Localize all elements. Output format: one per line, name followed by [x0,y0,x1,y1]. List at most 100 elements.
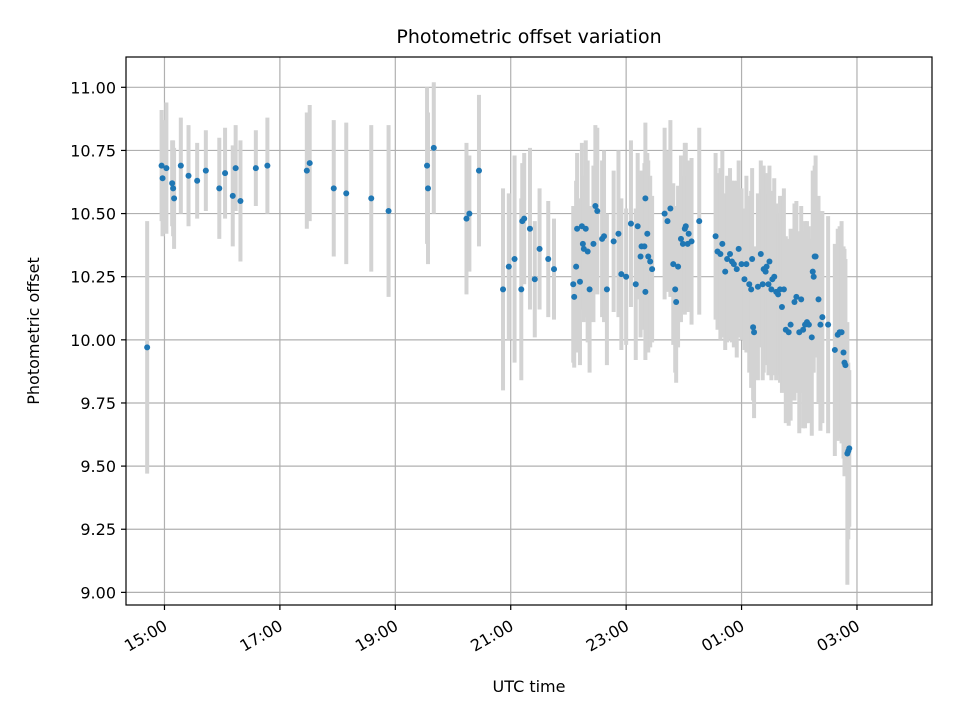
data-point [719,240,726,247]
data-point [641,243,648,250]
data-point [785,329,792,336]
data-point [571,293,578,300]
x-axis-label: UTC time [493,677,566,696]
y-tick-label: 10.25 [70,268,116,287]
data-point [237,197,244,204]
y-tick-label: 10.50 [70,205,116,224]
y-tick-label: 10.00 [70,331,116,350]
data-point [536,245,543,252]
data-point [632,281,639,288]
data-point [159,175,166,182]
data-point [594,208,601,215]
data-point [688,238,695,245]
data-point [677,235,684,242]
data-point [746,281,753,288]
data-point [793,293,800,300]
data-point [672,286,679,293]
data-point [842,362,849,369]
data-point [766,258,773,265]
data-point [730,261,737,268]
data-point [775,291,782,298]
data-point [754,283,761,290]
data-point [738,261,745,268]
data-point [545,256,552,263]
data-point [601,233,608,240]
data-point [722,268,729,275]
data-point [185,172,192,179]
y-axis-ticks: 9.00 9.25 9.50 9.75 10.00 10.25 10.50 10.75 11.0… [70,78,126,602]
data-point [303,167,310,174]
data-point [424,162,431,169]
data-point [623,273,630,280]
data-point [385,208,392,215]
data-point [727,250,734,257]
data-point [748,286,755,293]
data-point [579,240,586,247]
data-point [368,195,375,202]
data-point [817,321,824,328]
data-point [637,253,644,260]
data-point [518,286,525,293]
data-point [590,240,597,247]
data-point [735,245,742,252]
data-point [576,278,583,285]
data-point [647,258,654,265]
y-tick-label: 11.00 [70,78,116,97]
data-point [169,180,176,187]
data-point [757,250,764,257]
data-point [463,215,470,222]
data-point [634,223,641,230]
data-point [642,195,649,202]
data-point [673,298,680,305]
data-point [846,445,853,452]
data-point [229,192,236,199]
data-point [642,288,649,295]
y-tick-label: 9.00 [80,583,116,602]
data-point [798,296,805,303]
data-point [618,271,625,278]
data-point [466,210,473,217]
data-point [644,230,651,237]
data-point [425,185,432,192]
data-point [762,268,769,275]
data-point [531,276,538,283]
plot-frame [125,56,933,606]
data-point [177,162,184,169]
data-point [838,329,845,336]
data-point [158,162,165,169]
data-point [724,256,731,263]
y-axis-label: Photometric offset [24,257,43,405]
data-point [645,253,652,260]
data-point [812,253,819,260]
y-tick-label: 9.50 [80,457,116,476]
data-point [551,266,558,273]
data-point [330,185,337,192]
data-point [264,162,271,169]
data-point [778,304,785,311]
data-point [741,276,748,283]
data-point [511,256,518,263]
data-point [573,263,580,270]
data-point [252,165,259,172]
data-point [343,190,350,197]
data-point [232,165,239,172]
y-tick-label: 10.75 [70,141,116,160]
data-point [584,248,591,255]
data-point [170,185,177,192]
y-tick-label: 9.25 [80,520,116,539]
data-point [805,321,812,328]
data-point [574,225,581,232]
data-point [664,218,671,225]
data-point [570,281,577,288]
data-point [685,230,692,237]
data-point [610,238,617,245]
data-point [682,223,689,230]
data-point [475,167,482,174]
data-point [808,334,815,341]
data-point [667,205,674,212]
data-point [144,344,151,351]
data-point [627,220,634,227]
data-point [194,177,201,184]
data-point [749,256,756,263]
